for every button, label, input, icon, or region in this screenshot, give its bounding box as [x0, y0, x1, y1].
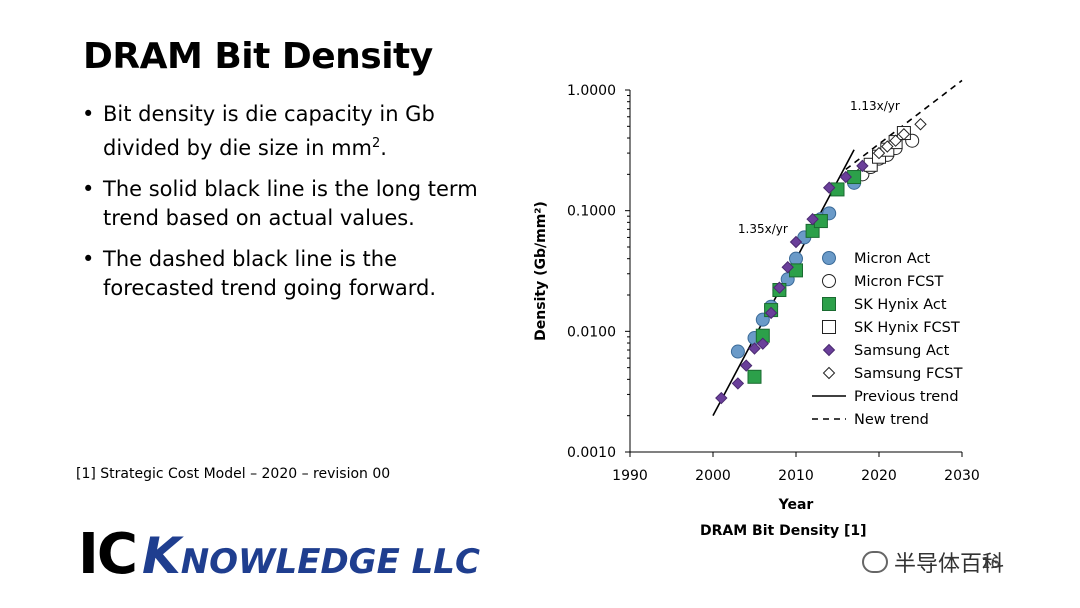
legend-label-new-trend: New trend	[854, 412, 929, 428]
bullet-superscript: 2	[372, 136, 381, 151]
trend-rate-annotation: 1.13x/yr	[850, 99, 900, 113]
samsung-act-point	[756, 337, 770, 350]
samsung-fcst-point	[897, 128, 911, 141]
bullet-text: Bit density is die capacity in Gb divide…	[103, 102, 435, 160]
watermark-text: 半导体百科	[894, 552, 1005, 577]
watermark: 半导体百科	[862, 546, 1004, 578]
slide-title: DRAM Bit Density	[83, 36, 433, 77]
logo-llc: LLC	[411, 542, 480, 582]
y-tick-label: 0.1000	[567, 204, 616, 220]
y-axis-label: Density (Gb/mm²)	[533, 201, 549, 341]
reference-note: [1] Strategic Cost Model – 2020 – revisi…	[76, 466, 391, 482]
y-tick-label: 0.0010	[567, 445, 616, 461]
samsung-act-point	[839, 170, 853, 184]
logo-nowledge: NOWLEDGE	[180, 542, 400, 582]
micron-act-point	[730, 344, 745, 359]
legend-label-micron-fcst: Micron FCST	[854, 274, 943, 290]
samsung-fcst-point	[914, 118, 927, 131]
page-number: 16	[981, 554, 1001, 572]
x-tick-label: 2010	[778, 468, 814, 484]
legend-swatch-sk-hynix-fcst	[822, 320, 836, 334]
bullet-dot: •	[82, 177, 95, 201]
samsung-act-point	[764, 306, 778, 320]
logo-name: KNOWLEDGE LLC	[142, 527, 480, 585]
samsung-act-point	[748, 342, 761, 355]
bullet-item: • The dashed black line is the forecaste…	[80, 245, 480, 303]
new-trend-line	[845, 79, 963, 170]
samsung-act-point	[781, 260, 794, 274]
legend-label-samsung-fcst: Samsung FCST	[854, 366, 963, 382]
logo-ic: IC	[78, 522, 138, 587]
legend-swatch-micron-act	[822, 251, 836, 265]
x-tick-label: 1990	[612, 468, 648, 484]
legend-label-samsung-act: Samsung Act	[854, 343, 950, 359]
samsung-fcst-point	[872, 146, 886, 160]
chart-caption: DRAM Bit Density [1]	[700, 523, 867, 539]
legend-swatch-sk-hynix-act	[822, 297, 836, 311]
bullet-item: • The solid black line is the long term …	[80, 175, 480, 233]
samsung-act-point	[731, 377, 745, 390]
samsung-act-point	[773, 281, 786, 294]
logo-k: K	[141, 527, 181, 585]
x-tick-label: 2020	[861, 468, 897, 484]
samsung-act-point	[822, 181, 836, 194]
legend-swatch-samsung-act	[822, 343, 836, 357]
x-axis-label: Year	[778, 497, 814, 513]
company-logo: IC KNOWLEDGE LLC	[78, 522, 480, 587]
legend-label-sk-hynix-act: SK Hynix Act	[854, 297, 947, 313]
legend-label-micron-act: Micron Act	[854, 251, 930, 267]
bullet-text: The dashed black line is the forecasted …	[103, 247, 437, 300]
y-tick-label: 1.0000	[567, 83, 616, 99]
x-tick-label: 2030	[944, 468, 980, 484]
bullet-list: • Bit density is die capacity in Gb divi…	[80, 100, 480, 315]
bullet-dot: •	[82, 102, 95, 126]
trend-rate-annotation: 1.35x/yr	[738, 222, 788, 236]
samsung-act-point	[789, 235, 803, 249]
x-tick-label: 2000	[695, 468, 731, 484]
y-tick-label: 0.0100	[567, 324, 616, 340]
bullet-dot: •	[82, 247, 95, 271]
sk-hynix-act-point	[747, 369, 762, 384]
bullet-item: • Bit density is die capacity in Gb divi…	[80, 100, 480, 163]
density-chart: 1.0000 0.1000 0.0100 0.0010 1990 2000 2010 2020…	[533, 79, 980, 513]
micron-act-point	[789, 251, 803, 266]
samsung-fcst-point	[889, 134, 902, 147]
wechat-icon	[862, 551, 888, 573]
legend-swatch-micron-fcst	[822, 274, 836, 288]
samsung-act-point	[739, 359, 753, 372]
bullet-text: The solid black line is the long term tr…	[103, 177, 478, 230]
legend-label-sk-hynix-fcst: SK Hynix FCST	[854, 320, 960, 336]
samsung-act-point	[715, 391, 728, 405]
bullet-text-end: .	[380, 136, 387, 160]
samsung-act-point	[856, 159, 869, 173]
legend-swatch-samsung-fcst	[822, 366, 836, 380]
samsung-act-point	[806, 212, 819, 226]
legend-label-previous-trend: Previous trend	[854, 389, 959, 405]
samsung-fcst-point	[881, 140, 894, 153]
